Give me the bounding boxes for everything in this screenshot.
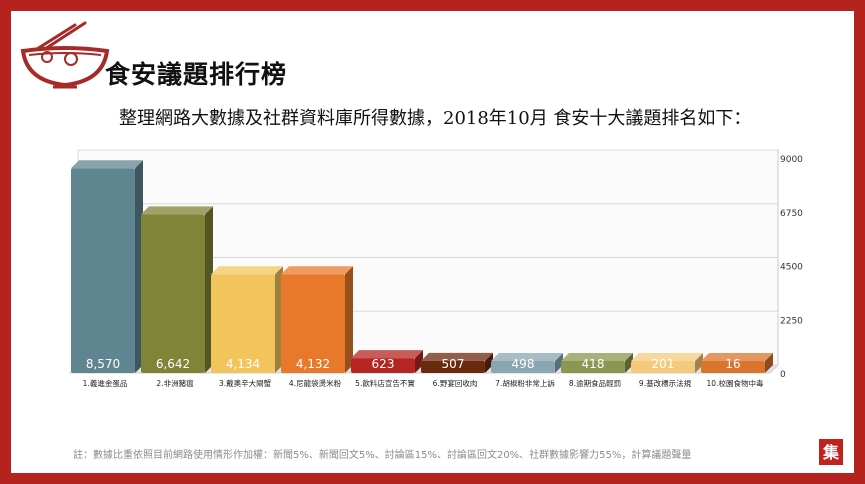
bar-top: [141, 206, 213, 215]
bar-side: [695, 353, 703, 373]
y-tick-label: 4500: [780, 263, 803, 273]
x-tick-label: 3.戴奧辛大閘蟹: [219, 378, 272, 388]
bar-value-label: 507: [442, 357, 465, 371]
x-tick-label: 8.逾期食品輕罰: [569, 378, 621, 388]
bar: [211, 274, 275, 373]
bowl-logo-icon: [20, 21, 110, 89]
bar: [141, 214, 205, 373]
bar-value-label: 623: [372, 357, 395, 371]
y-tick-label: 9000: [780, 155, 803, 165]
bar: [281, 274, 345, 373]
bar-side: [485, 352, 493, 373]
bar-value-label: 16: [725, 357, 740, 371]
bar-top: [701, 353, 773, 361]
bar-top: [281, 266, 353, 275]
bar-side: [415, 350, 423, 373]
bar: [491, 361, 555, 373]
bar-top: [631, 353, 703, 361]
x-tick-label: 2.非洲豬瘟: [156, 378, 194, 388]
bar-side: [345, 266, 353, 373]
bar: [631, 361, 695, 373]
y-tick-label: 2250: [780, 316, 803, 326]
bar: [71, 168, 135, 373]
bar-top: [561, 353, 633, 361]
bar-side: [765, 353, 773, 373]
bar-value-label: 418: [582, 357, 605, 371]
bar-value-label: 8,570: [86, 357, 120, 371]
bar: [701, 361, 765, 373]
bar: [421, 360, 485, 373]
stamp-text: 集: [822, 443, 840, 462]
bar-top: [421, 352, 493, 361]
bar-top: [351, 350, 423, 359]
x-tick-label: 10.校園食物中毒: [707, 378, 764, 388]
x-tick-label: 9.基改標示法規: [639, 378, 692, 388]
x-tick-label: 5.飲料店宣告不實: [355, 378, 415, 388]
bar-value-label: 498: [512, 357, 535, 371]
bar-value-label: 6,642: [156, 357, 190, 371]
page-title: 食安議題排行榜: [105, 60, 288, 89]
footnote: 註：數據比重依照目前網路使用情形作加權：新聞5%、新聞回文5%、討論區15%、討…: [73, 450, 692, 461]
x-tick-label: 1.義進金蛋品: [83, 378, 128, 388]
bar: [561, 361, 625, 373]
x-tick-label: 6.野宴回收肉: [433, 378, 478, 388]
y-tick-label: 0: [780, 370, 786, 380]
bar-top: [71, 160, 143, 169]
stamp-logo-icon: 集: [819, 439, 843, 465]
bar: [351, 358, 415, 373]
bar-value-label: 4,134: [226, 357, 260, 371]
bar-side: [625, 353, 633, 373]
page-subtitle: 整理網路大數據及社群資料庫所得數據，2018年10月 食安十大議題排名如下：: [119, 108, 752, 129]
bar-top: [491, 353, 563, 361]
x-tick-label: 4.尼龍袋燙米粉: [289, 378, 342, 388]
bar-top: [211, 266, 283, 275]
bar-value-label: 4,132: [296, 357, 330, 371]
bar-value-label: 201: [652, 357, 675, 371]
bar-side: [555, 353, 563, 373]
x-tick-label: 7.胡椒粉非常上訴: [495, 378, 555, 388]
y-tick-label: 6750: [780, 209, 803, 219]
